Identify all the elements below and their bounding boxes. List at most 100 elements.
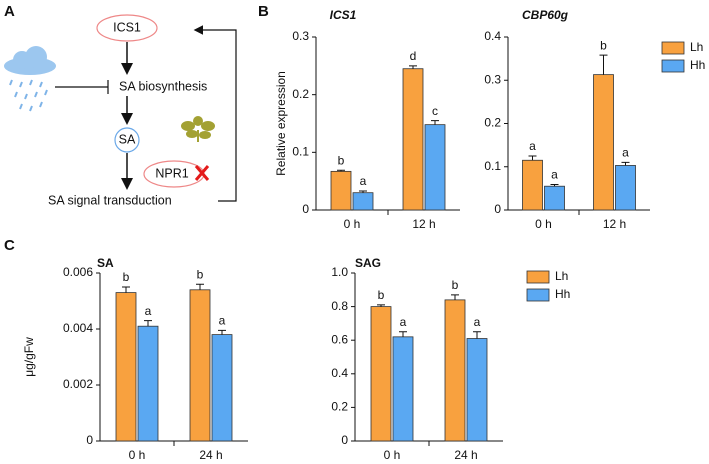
chart-title: CBP60g xyxy=(522,8,569,22)
significance-label: a xyxy=(622,146,629,160)
node-label: SA signal transduction xyxy=(48,193,172,207)
significance-label: a xyxy=(219,314,226,328)
bar xyxy=(593,74,614,211)
legend-swatch xyxy=(526,288,550,302)
bar xyxy=(211,334,233,442)
error-bar xyxy=(122,286,130,293)
bar xyxy=(466,338,488,442)
y-tick-label: 0 xyxy=(302,202,309,216)
significance-label: a xyxy=(360,174,367,188)
x-tick-label: 24 h xyxy=(454,448,477,462)
x-tick-label: 0 h xyxy=(535,217,552,231)
significance-label: a xyxy=(400,315,407,329)
legend-label: Hh xyxy=(555,287,570,301)
inhibit-line xyxy=(55,80,109,94)
error-bar xyxy=(399,331,407,337)
y-tick-label: 0.3 xyxy=(484,72,501,86)
chart-title: SA xyxy=(97,256,114,270)
bar xyxy=(352,192,374,211)
legend-label: Lh xyxy=(690,40,703,54)
panel-label: B xyxy=(258,3,269,20)
error-bar xyxy=(196,283,204,290)
bar xyxy=(370,306,392,442)
y-tick-label: 0 xyxy=(341,433,348,447)
significance-label: c xyxy=(432,104,438,118)
x-tick-label: 12 h xyxy=(412,217,435,231)
bar xyxy=(189,289,211,442)
bar xyxy=(424,124,446,211)
bar xyxy=(392,336,414,442)
error-bar xyxy=(337,169,345,172)
y-tick-label: 0.1 xyxy=(484,159,501,173)
plant-icon xyxy=(181,116,215,142)
node-outline xyxy=(96,14,158,42)
panel-label: A xyxy=(4,3,15,20)
y-tick-label: 0.4 xyxy=(484,29,501,43)
bar xyxy=(444,299,466,442)
node-label: SA xyxy=(119,132,136,146)
y-tick-label: 0.2 xyxy=(331,400,348,414)
x-tick-label: 0 h xyxy=(344,217,361,231)
significance-label: a xyxy=(551,168,558,182)
y-tick-label: 1.0 xyxy=(331,265,348,279)
legend-swatch xyxy=(661,41,685,55)
bar xyxy=(402,68,424,211)
legend-swatch xyxy=(661,59,685,73)
y-tick-label: 0.1 xyxy=(292,145,309,159)
y-tick-label: 0.4 xyxy=(331,366,348,380)
error-bar xyxy=(218,329,226,335)
significance-label: b xyxy=(600,38,607,52)
significance-label: a xyxy=(145,304,152,318)
error-bar xyxy=(550,183,559,187)
error-bar xyxy=(144,320,152,327)
error-bar xyxy=(377,304,385,307)
chart-title: ICS1 xyxy=(330,8,357,22)
block-mark xyxy=(194,165,210,181)
y-axis-label: μg/gFw xyxy=(22,337,36,377)
bar xyxy=(137,325,159,442)
y-tick-label: 0.002 xyxy=(63,377,93,391)
significance-label: b xyxy=(197,267,204,281)
feedback-arrow xyxy=(193,25,237,202)
bar xyxy=(522,159,543,211)
bar xyxy=(544,185,565,211)
node-outline xyxy=(114,127,140,153)
x-tick-label: 0 h xyxy=(129,448,146,462)
significance-label: b xyxy=(378,288,385,302)
y-tick-label: 0.8 xyxy=(331,299,348,313)
y-tick-label: 0.2 xyxy=(484,116,501,130)
y-tick-label: 0.006 xyxy=(63,265,93,279)
node-label: SA biosynthesis xyxy=(119,79,207,93)
diagram: ICS1 SA biosynthesis SA NPR1 SA signal t… xyxy=(4,14,237,207)
bar xyxy=(330,170,352,211)
significance-label: b xyxy=(338,153,345,167)
y-tick-label: 0.6 xyxy=(331,332,348,346)
rain-cloud xyxy=(4,46,56,112)
error-bar xyxy=(599,54,608,75)
y-tick-label: 0 xyxy=(494,202,501,216)
y-tick-label: 0 xyxy=(86,433,93,447)
panel-label: C xyxy=(4,237,15,254)
node-label: ICS1 xyxy=(113,20,141,34)
legend-label: Lh xyxy=(555,269,568,283)
error-bar xyxy=(359,190,367,193)
significance-label: a xyxy=(474,315,481,329)
x-tick-label: 24 h xyxy=(199,448,222,462)
y-tick-label: 0.2 xyxy=(292,87,309,101)
significance-label: b xyxy=(123,270,130,284)
legend-label: Hh xyxy=(690,58,705,72)
y-tick-label: 0.004 xyxy=(63,321,93,335)
x-tick-label: 12 h xyxy=(603,217,626,231)
significance-label: d xyxy=(410,49,417,63)
chart-title: SAG xyxy=(355,256,381,270)
y-tick-label: 0.3 xyxy=(292,29,309,43)
error-bar xyxy=(451,294,459,300)
significance-label: a xyxy=(529,139,536,153)
error-bar xyxy=(528,155,537,161)
error-bar xyxy=(409,65,417,69)
node-label: NPR1 xyxy=(155,166,188,180)
y-axis-label: Relative expression xyxy=(274,71,288,176)
bar xyxy=(115,292,137,442)
